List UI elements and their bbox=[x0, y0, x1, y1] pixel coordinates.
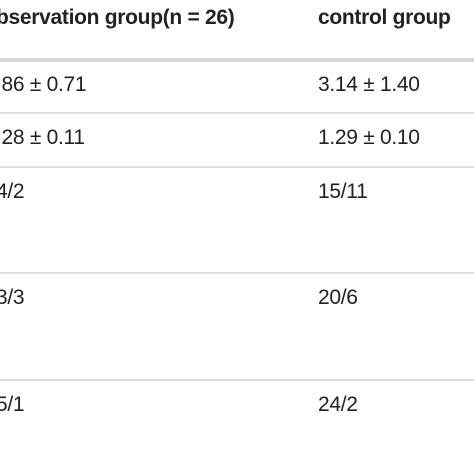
row-rule bbox=[0, 166, 474, 168]
table-cell: 3.14 ± 1.40 bbox=[318, 73, 420, 96]
row-rule bbox=[0, 379, 474, 381]
table-cell: .28 ± 0.11 bbox=[0, 126, 85, 149]
header-cell: bservation group(n = 26) bbox=[0, 6, 235, 29]
table-cell: 20/6 bbox=[318, 286, 358, 309]
row-rule bbox=[0, 272, 474, 274]
table-cell: .86 ± 0.71 bbox=[0, 73, 87, 96]
table-cell: 1.29 ± 0.10 bbox=[318, 126, 420, 149]
table-cell: 15/11 bbox=[318, 180, 368, 203]
header-cell: control group bbox=[318, 6, 451, 29]
table-cell: 24/2 bbox=[318, 393, 358, 416]
table-cell: 4/2 bbox=[0, 180, 25, 203]
table-cell: 5/1 bbox=[0, 393, 25, 416]
table-cell: 3/3 bbox=[0, 286, 25, 309]
row-rule bbox=[0, 112, 474, 114]
header-rule bbox=[0, 58, 474, 62]
